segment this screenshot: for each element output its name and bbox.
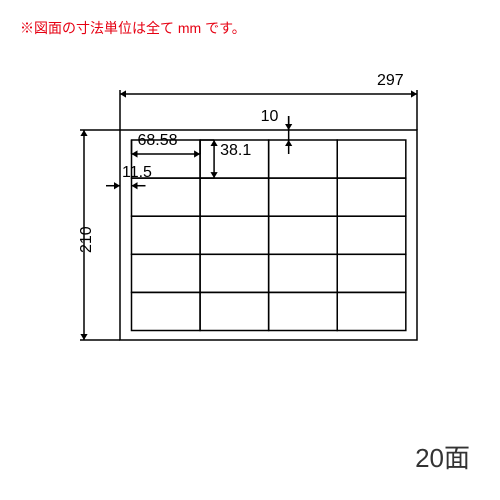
dim-top-10: 10 <box>261 108 279 126</box>
dim-label-h-381: 38.1 <box>220 142 251 160</box>
dimension-drawing <box>0 0 500 500</box>
dim-height-210: 210 <box>78 226 96 253</box>
dim-width-297: 297 <box>377 72 404 90</box>
faces-count: 20面 <box>415 438 470 475</box>
dim-label-w-6858: 68.58 <box>138 132 178 150</box>
dim-left-115: 11.5 <box>122 164 152 182</box>
